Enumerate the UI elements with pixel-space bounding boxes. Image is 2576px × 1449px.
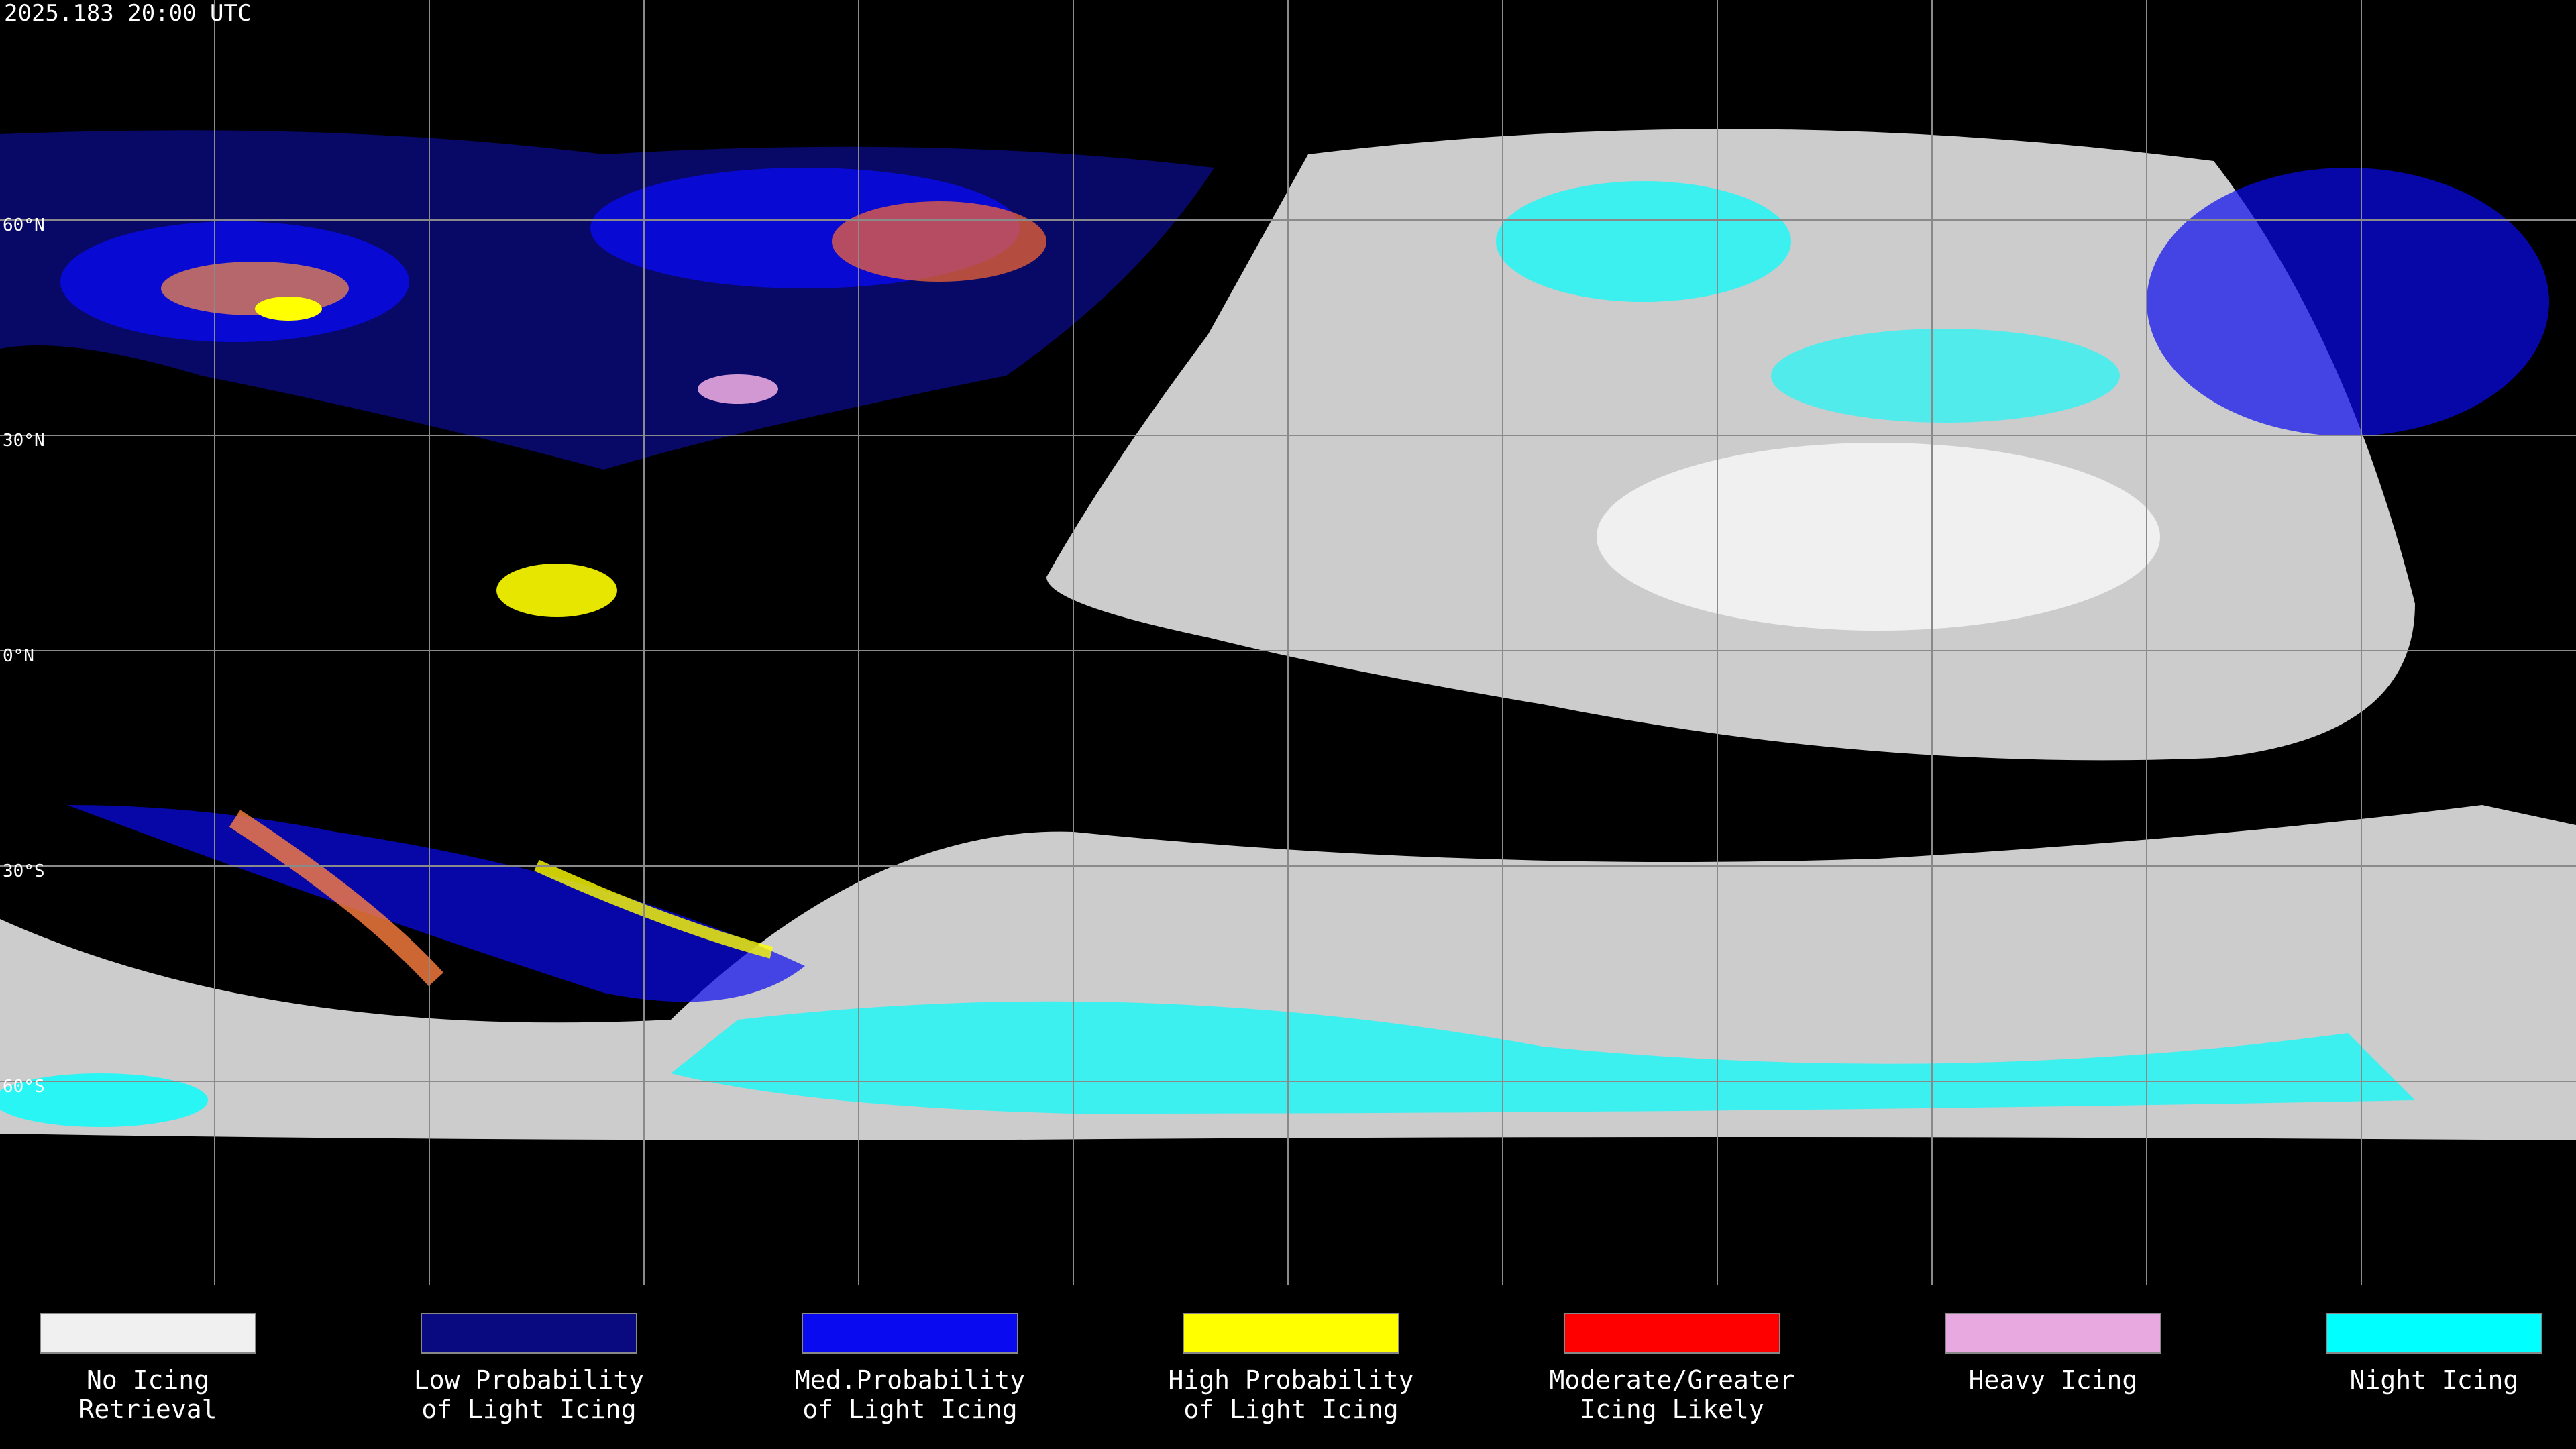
legend-swatch	[1183, 1313, 1399, 1354]
timestamp: 2025.183 20:00 UTC	[4, 0, 252, 27]
legend-label-line: Icing Likely	[1580, 1395, 1764, 1424]
legend-item: Med.Probability of Light Icing	[795, 1313, 1025, 1424]
moderate-icing-region	[229, 810, 444, 987]
legend-label-line: Low Probability	[413, 1365, 645, 1395]
graticule	[0, 0, 2576, 1285]
legend-label-line: High Probability	[1168, 1365, 1414, 1395]
latitude-label: 30°N	[3, 431, 45, 451]
latitude-label: 60°N	[3, 215, 45, 235]
high-probability-region	[534, 859, 773, 959]
latitude-label: 30°S	[3, 861, 45, 881]
legend-swatch	[421, 1313, 637, 1354]
legend-label: High Probability of Light Icing	[1102, 1365, 1480, 1424]
legend-label: No Icing Retrieval	[0, 1365, 337, 1424]
high-probability-region	[496, 564, 617, 617]
legend-item: Night Icing	[2326, 1313, 2542, 1395]
legend-label: Low Probability of Light Icing	[340, 1365, 718, 1424]
no-icing-region	[1597, 443, 2160, 631]
latitude-labels: 60°N 30°N 0°N 30°S 60°S	[3, 215, 45, 1097]
legend-item: No Icing Retrieval	[40, 1313, 256, 1424]
moderate-icing-region	[832, 201, 1046, 282]
night-icing-region	[0, 1073, 208, 1127]
legend-swatch	[2326, 1313, 2542, 1354]
legend-swatch	[1945, 1313, 2161, 1354]
legend-item: Moderate/Greater Icing Likely	[1549, 1313, 1795, 1424]
legend-label: Moderate/Greater Icing Likely	[1483, 1365, 1861, 1424]
legend-label-line: No Icing	[86, 1365, 210, 1395]
night-icing-region	[1771, 329, 2120, 423]
legend-label-line: Night Icing	[2349, 1365, 2519, 1395]
map: 60°N 30°N 0°N 30°S 60°S	[0, 0, 2576, 1285]
high-probability-region	[255, 297, 322, 321]
legend-item: Low Probability of Light Icing	[414, 1313, 644, 1424]
latitude-label: 60°S	[3, 1077, 45, 1097]
legend-label-line: Moderate/Greater	[1549, 1365, 1795, 1395]
legend-label: Night Icing	[2245, 1365, 2576, 1395]
legend-label: Heavy Icing	[1864, 1365, 2242, 1395]
legend-label-line: Med.Probability	[794, 1365, 1026, 1395]
legend-label-line: Retrieval	[78, 1395, 217, 1424]
legend-label: Med.Probability of Light Icing	[721, 1365, 1099, 1424]
legend-swatch	[1564, 1313, 1780, 1354]
legend-label-line: Heavy Icing	[1968, 1365, 2138, 1395]
legend-swatch	[802, 1313, 1018, 1354]
latitude-label: 0°N	[3, 646, 34, 666]
med-probability-region	[2147, 168, 2549, 436]
heavy-icing-region	[698, 374, 778, 404]
legend-label-line: of Light Icing	[1183, 1395, 1399, 1424]
night-icing-region	[671, 1001, 2415, 1114]
legend-label-line: of Light Icing	[421, 1395, 637, 1424]
legend-item: High Probability of Light Icing	[1168, 1313, 1414, 1424]
night-icing-region	[1496, 181, 1791, 302]
legend-item: Heavy Icing	[1945, 1313, 2161, 1395]
med-probability-region	[67, 805, 805, 1002]
legend-label-line: of Light Icing	[802, 1395, 1018, 1424]
legend: No Icing Retrieval Low Probability of Light…	[0, 1285, 2576, 1449]
legend-swatch	[40, 1313, 256, 1354]
